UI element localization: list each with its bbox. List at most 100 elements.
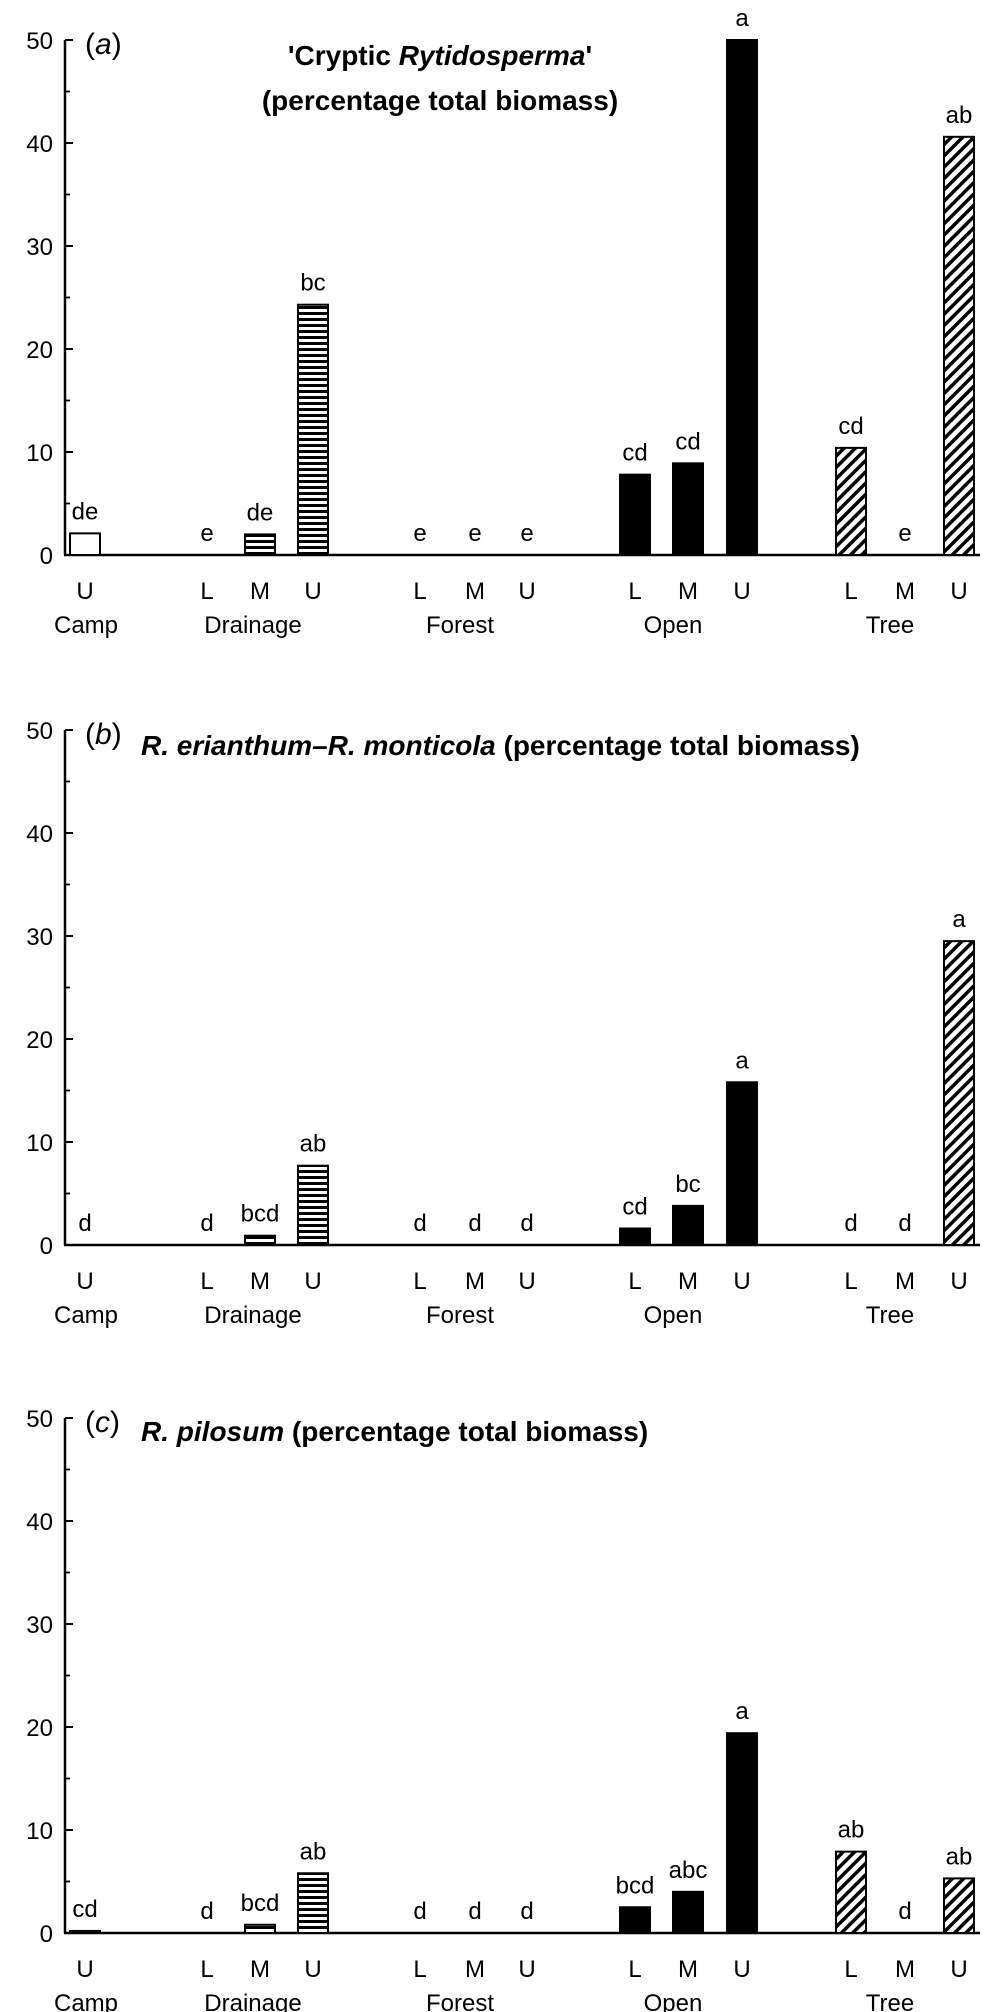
significance-label: a <box>952 906 966 933</box>
significance-label: bcd <box>616 1872 655 1899</box>
group-label: Forest <box>426 612 494 639</box>
x-tick-label: L <box>200 1268 213 1295</box>
group-label: Drainage <box>204 1990 301 2012</box>
x-tick-label: U <box>518 1268 535 1295</box>
y-tick-label: 30 <box>26 234 53 261</box>
x-tick-label: L <box>628 578 641 605</box>
significance-label: d <box>520 1898 533 1925</box>
x-tick-label: L <box>628 1956 641 1983</box>
significance-label: e <box>468 520 481 547</box>
significance-label: d <box>78 1210 91 1237</box>
y-tick-label: 30 <box>26 924 53 951</box>
x-tick-label: L <box>844 1956 857 1983</box>
y-tick-label: 50 <box>26 28 53 55</box>
y-tick-label: 40 <box>26 1509 53 1536</box>
significance-label: abc <box>669 1857 708 1884</box>
panel-label: (a) <box>85 28 122 61</box>
panel-b: 0 10 20 30 40 50 (b) R. erianthum–R. monticola … <box>26 718 980 1329</box>
group-label: Tree <box>866 1302 914 1329</box>
group-label: Tree <box>866 1990 914 2012</box>
x-tick-label: L <box>844 578 857 605</box>
significance-label: cd <box>622 1194 647 1221</box>
significance-label: de <box>247 499 274 526</box>
x-tick-label: L <box>844 1268 857 1295</box>
y-tick-label: 10 <box>26 1130 53 1157</box>
bar <box>297 1164 329 1246</box>
significance-label: d <box>844 1210 857 1237</box>
significance-label: e <box>413 520 426 547</box>
significance-label: d <box>413 1898 426 1925</box>
bar <box>619 1227 651 1247</box>
group-label: Open <box>644 1990 703 2012</box>
bar <box>835 1850 867 1935</box>
bar <box>619 1906 651 1934</box>
bar <box>672 1204 704 1246</box>
panel-a: 0 10 20 30 40 50 (a) 'Cryptic Rytidosperma' (per… <box>26 5 980 639</box>
x-tick-label: M <box>250 1956 270 1983</box>
bar <box>244 1923 276 1935</box>
bar <box>835 446 867 557</box>
x-tick-label: U <box>76 1956 93 1983</box>
significance-label: ab <box>838 1817 865 1844</box>
significance-label: e <box>520 520 533 547</box>
x-tick-label: M <box>678 578 698 605</box>
x-tick-label: U <box>304 578 321 605</box>
significance-label: d <box>200 1898 213 1925</box>
x-tick-label: U <box>950 1956 967 1983</box>
x-tick-label: M <box>465 1956 485 1983</box>
panel-c: 0 10 20 30 40 50 (c) R. pilosum (percentage tot… <box>26 1406 980 2012</box>
y-tick-label: 0 <box>40 543 53 570</box>
significance-label: d <box>413 1210 426 1237</box>
bar <box>726 1081 758 1247</box>
x-tick-label: M <box>895 1268 915 1295</box>
group-label: Open <box>644 1302 703 1329</box>
x-tick-label: M <box>465 578 485 605</box>
significance-label: e <box>898 520 911 547</box>
bar <box>244 533 276 557</box>
bar <box>297 1872 329 1935</box>
significance-label: bc <box>675 1171 700 1198</box>
y-tick-label: 30 <box>26 1612 53 1639</box>
group-label: Drainage <box>204 612 301 639</box>
significance-label: d <box>468 1210 481 1237</box>
bar <box>726 1732 758 1935</box>
chart-title: 'Cryptic Rytidosperma' <box>288 40 592 71</box>
group-label: Camp <box>54 1302 118 1329</box>
group-label: Forest <box>426 1990 494 2012</box>
significance-label: ab <box>946 102 973 129</box>
y-tick-label: 40 <box>26 821 53 848</box>
significance-label: de <box>72 498 99 525</box>
y-tick-label: 10 <box>26 1818 53 1845</box>
significance-label: bcd <box>241 1890 280 1917</box>
x-tick-label: U <box>518 578 535 605</box>
bar <box>672 462 704 556</box>
significance-label: d <box>468 1898 481 1925</box>
x-tick-label: U <box>950 1268 967 1295</box>
significance-label: d <box>200 1210 213 1237</box>
x-tick-label: U <box>76 578 93 605</box>
significance-label: d <box>898 1898 911 1925</box>
x-tick-label: L <box>413 1956 426 1983</box>
chart-title: R. pilosum (percentage total biomass) <box>141 1416 648 1447</box>
x-tick-label: L <box>413 578 426 605</box>
bar <box>943 135 975 556</box>
significance-label: d <box>520 1210 533 1237</box>
bar <box>943 940 975 1247</box>
y-tick-label: 20 <box>26 337 53 364</box>
chart-title: R. erianthum–R. monticola (percentage to… <box>141 730 860 761</box>
significance-label: ab <box>300 1838 327 1865</box>
y-tick-label: 50 <box>26 1406 53 1433</box>
significance-label: a <box>735 5 749 32</box>
y-tick-label: 10 <box>26 440 53 467</box>
x-tick-label: M <box>678 1956 698 1983</box>
x-tick-label: U <box>733 1268 750 1295</box>
group-label: Tree <box>866 612 914 639</box>
x-tick-label: U <box>950 578 967 605</box>
y-tick-label: 40 <box>26 131 53 158</box>
x-tick-label: U <box>518 1956 535 1983</box>
bar <box>943 1877 975 1935</box>
significance-label: cd <box>622 440 647 467</box>
x-tick-label: U <box>76 1268 93 1295</box>
significance-label: cd <box>72 1896 97 1923</box>
significance-label: a <box>735 1047 749 1074</box>
